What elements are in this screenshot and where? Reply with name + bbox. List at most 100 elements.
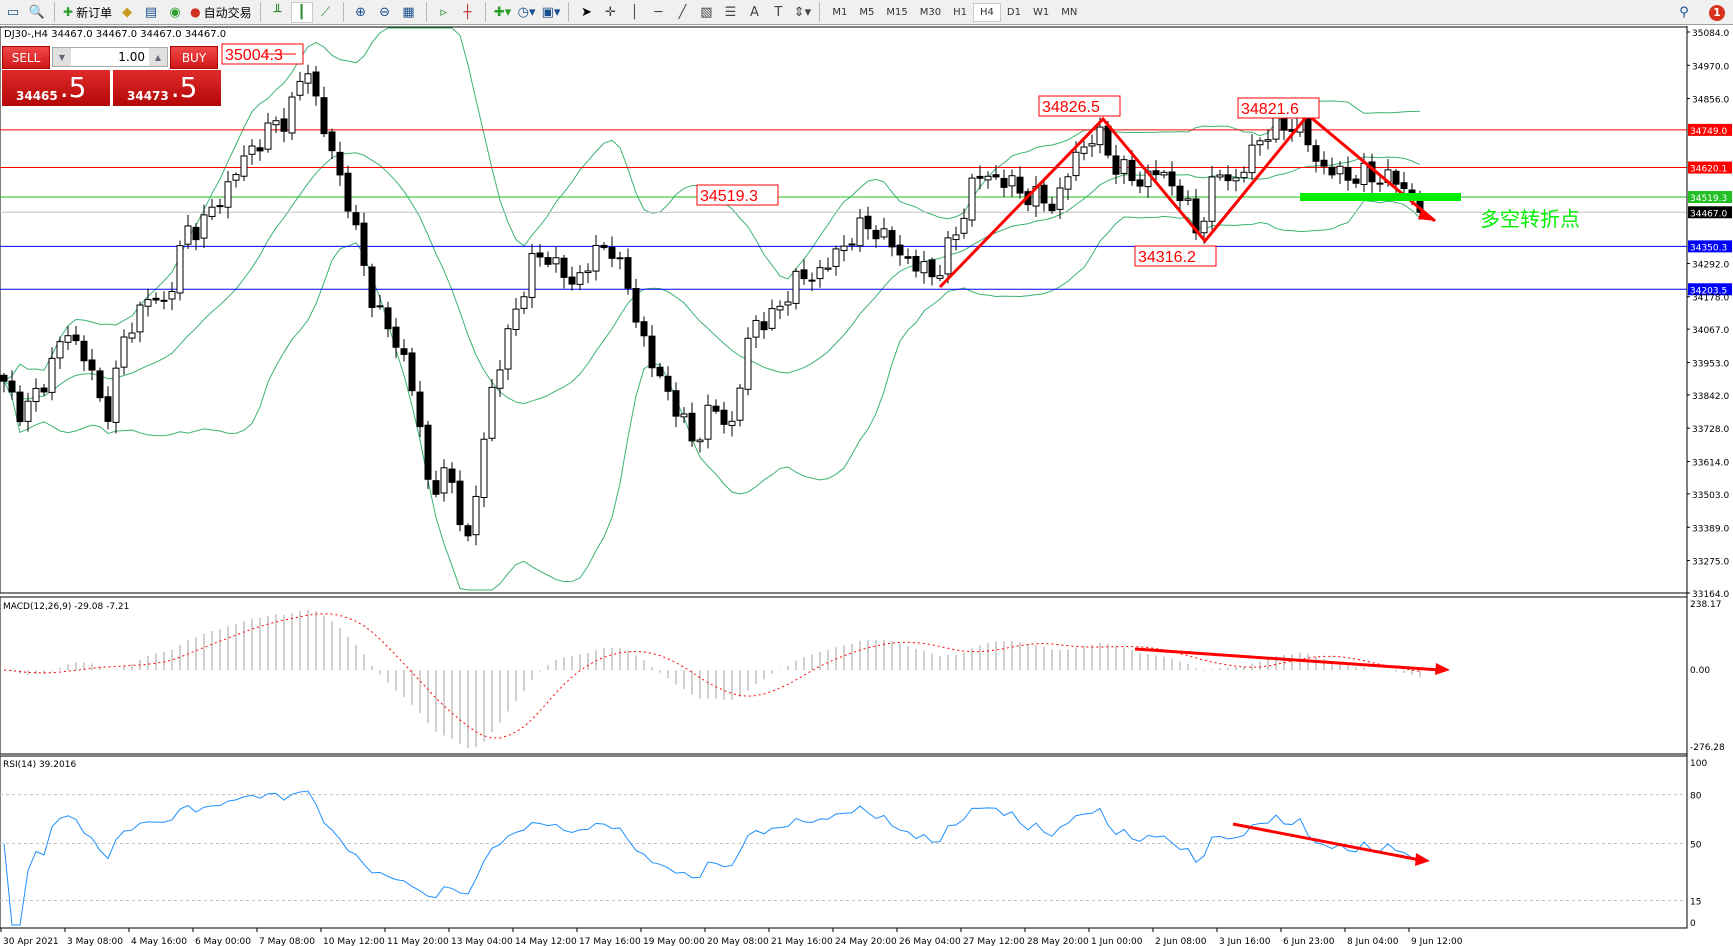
timeframe-m15[interactable]: M15 xyxy=(886,6,908,18)
candle-body xyxy=(544,257,552,265)
candle-body xyxy=(512,308,520,330)
candle-body xyxy=(760,321,768,331)
candle-body xyxy=(1312,145,1320,162)
candle-body xyxy=(328,131,336,152)
price-tick-label: 33728.0 xyxy=(1692,425,1729,435)
search-icon[interactable]: ⚲ xyxy=(1679,5,1689,20)
bar-chart-icon[interactable]: ╨ xyxy=(273,4,282,20)
candle-body xyxy=(656,366,664,377)
candle-body xyxy=(1264,139,1272,142)
candle-body xyxy=(712,405,720,412)
candle-body xyxy=(496,369,504,389)
cursor-icon[interactable]: ➤ xyxy=(580,4,592,20)
pivot-zone-bar xyxy=(1300,193,1461,201)
chart-canvas[interactable]: 34749.0 34620.1 34519.3 34467.0 34350.3 34203… xyxy=(0,26,1733,946)
zoom-in-icon[interactable]: ⊕ xyxy=(355,4,367,20)
candle xyxy=(560,254,568,289)
new-order-button[interactable]: ✚ 新订单 xyxy=(61,2,114,23)
sell-button[interactable]: SELL xyxy=(2,46,50,69)
timeframe-w1[interactable]: W1 xyxy=(1032,6,1050,18)
candle xyxy=(936,264,944,282)
lot-size-input[interactable]: 1.00 xyxy=(118,50,145,64)
rsi-label: RSI(14) 39.2016 xyxy=(3,760,76,770)
separator xyxy=(342,2,344,22)
time-tick-label: 6 May 00:00 xyxy=(195,937,251,946)
window-icon[interactable]: ▭ xyxy=(6,4,20,20)
equidistant-channel-icon[interactable]: ▧ xyxy=(700,4,713,20)
candle-body xyxy=(104,396,112,422)
buy-price[interactable]: 34473.5 xyxy=(113,70,221,106)
timeframe-h4[interactable]: H4 xyxy=(973,2,1001,22)
text-label-icon[interactable]: T xyxy=(774,4,783,20)
lot-size-stepper[interactable]: ▼ 1.00 ▲ xyxy=(52,47,168,67)
candle xyxy=(64,326,72,350)
candle-body xyxy=(1008,175,1016,187)
market-icon[interactable]: ▤ xyxy=(144,4,158,20)
candle-body xyxy=(920,261,928,274)
candle xyxy=(488,378,496,442)
candle-body xyxy=(1224,174,1232,182)
periods-icon[interactable]: ◷▾ xyxy=(517,4,536,20)
zoom-out-icon[interactable]: ⊖ xyxy=(379,4,391,20)
candle xyxy=(1080,141,1088,161)
candle-body xyxy=(600,244,608,249)
rsi-tick-label: 80 xyxy=(1690,792,1702,802)
text-icon[interactable]: A xyxy=(749,4,759,20)
candle xyxy=(808,272,816,292)
trendline-icon[interactable]: ╱ xyxy=(678,4,687,20)
candle xyxy=(968,173,976,227)
metaeditor-icon[interactable]: ◆ xyxy=(122,4,133,20)
crosshair-icon[interactable]: ✛ xyxy=(604,4,616,20)
increase-lot-icon[interactable]: ▲ xyxy=(149,48,167,66)
timeframe-mn[interactable]: MN xyxy=(1061,6,1078,18)
price-label-box xyxy=(221,43,304,65)
signals-icon[interactable]: ◉ xyxy=(169,4,181,20)
decrease-lot-icon[interactable]: ▼ xyxy=(53,48,71,66)
candle xyxy=(664,366,672,401)
templates-icon[interactable]: ▣▾ xyxy=(541,4,561,20)
timeframe-m30[interactable]: M30 xyxy=(919,6,942,18)
candle xyxy=(304,64,312,94)
tile-windows-icon[interactable]: ▦ xyxy=(402,4,415,20)
print-preview-icon[interactable]: 🔍 xyxy=(28,4,46,20)
buy-button[interactable]: BUY xyxy=(170,46,218,69)
vertical-line-icon[interactable]: │ xyxy=(630,4,639,20)
auto-scroll-icon[interactable]: ▹ xyxy=(440,4,447,20)
price-line-tag xyxy=(1688,190,1732,203)
arrows-icon[interactable]: ⇕▾ xyxy=(793,4,812,20)
sell-price-main: 34465 xyxy=(16,89,58,103)
sell-price[interactable]: 34465.5 xyxy=(2,70,110,106)
candle-body xyxy=(1328,166,1336,176)
candle-body xyxy=(616,257,624,260)
candle xyxy=(248,139,256,165)
timeframe-m5[interactable]: M5 xyxy=(859,6,875,18)
indicators-icon[interactable]: ✚▾ xyxy=(493,4,512,20)
candle xyxy=(344,165,352,219)
candlestick-chart-icon[interactable]: ┃ xyxy=(290,1,313,23)
price-tick-label: 33503.0 xyxy=(1692,491,1729,501)
fibonacci-icon[interactable]: ☰ xyxy=(724,4,737,20)
chart-shift-icon[interactable]: ┼ xyxy=(463,4,472,20)
price-line-tag xyxy=(1688,206,1732,219)
notifications-badge[interactable]: 1 xyxy=(1709,4,1725,21)
horizontal-line-icon[interactable]: ─ xyxy=(654,4,663,20)
price-tick-label: 34856.0 xyxy=(1692,96,1729,106)
timeframe-d1[interactable]: D1 xyxy=(1006,6,1021,18)
candle xyxy=(824,257,832,272)
line-chart-icon[interactable]: ⟋ xyxy=(321,4,331,20)
candle xyxy=(720,401,728,434)
candle-body xyxy=(80,340,88,362)
candle xyxy=(512,298,520,337)
price-tick-label: 33842.0 xyxy=(1692,392,1729,402)
candle xyxy=(416,381,424,438)
timeframe-h1[interactable]: H1 xyxy=(953,6,967,18)
candle xyxy=(1344,156,1352,191)
time-tick-label: 7 May 08:00 xyxy=(259,937,315,946)
candle xyxy=(568,266,576,291)
auto-trading-button[interactable]: ● 自动交易 xyxy=(188,2,254,23)
candle-body xyxy=(1136,179,1144,187)
price-line-label: 34749.0 xyxy=(1690,127,1727,137)
sell-price-pips: .5 xyxy=(59,71,87,104)
timeframe-m1[interactable]: M1 xyxy=(832,6,848,18)
candle xyxy=(1224,165,1232,191)
